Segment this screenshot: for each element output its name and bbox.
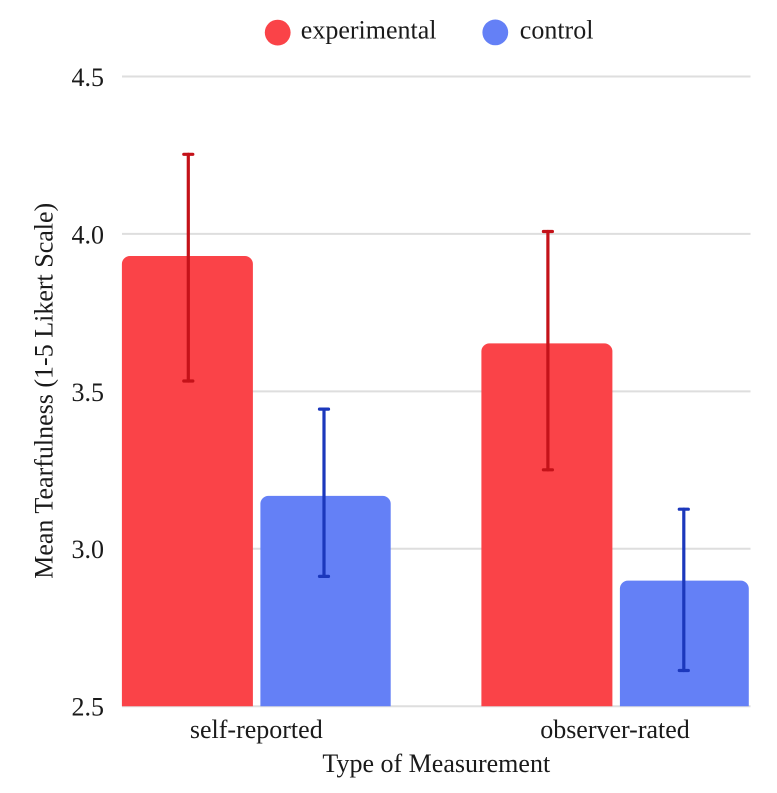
- svg-text:4.0: 4.0: [72, 220, 105, 249]
- svg-text:2.5: 2.5: [72, 693, 105, 722]
- svg-text:Mean Tearfulness (1-5 Likert S: Mean Tearfulness (1-5 Likert Scale): [29, 203, 58, 579]
- svg-text:observer-rated: observer-rated: [540, 715, 690, 744]
- svg-text:3.5: 3.5: [72, 378, 105, 407]
- svg-text:experimental: experimental: [301, 16, 437, 45]
- svg-text:control: control: [520, 16, 594, 45]
- svg-text:self-reported: self-reported: [190, 715, 323, 744]
- svg-text:Type of Measurement: Type of Measurement: [322, 749, 551, 778]
- svg-text:3.0: 3.0: [72, 535, 105, 564]
- svg-text:4.5: 4.5: [72, 63, 105, 92]
